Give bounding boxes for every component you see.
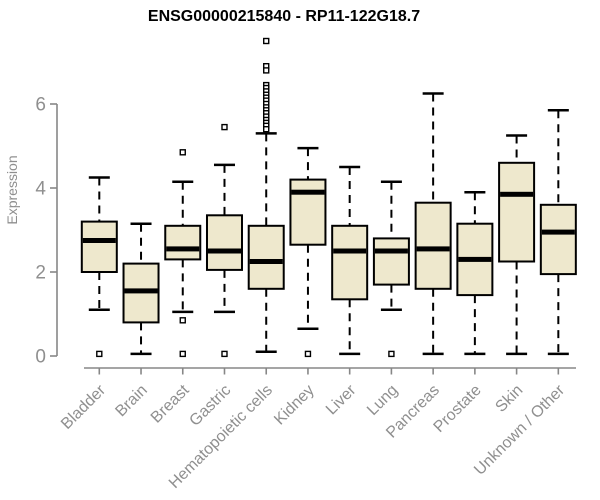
outlier-point (304, 350, 312, 358)
boxes-layer (80, 37, 577, 358)
boxplot-box (498, 134, 536, 356)
outlier-point (388, 350, 395, 358)
median-line (207, 248, 241, 254)
median-line (416, 246, 450, 252)
outlier-point (179, 350, 186, 358)
y-axis-label: Expression (4, 155, 20, 224)
iqr-box (539, 203, 577, 276)
median-line (249, 259, 283, 264)
median-line (82, 238, 116, 243)
iqr-box (372, 237, 410, 286)
iqr-box (247, 224, 285, 290)
iqr-box (331, 224, 369, 301)
iqr-box (414, 201, 452, 290)
outlier-point (263, 37, 270, 45)
outlier-point (221, 123, 228, 131)
median-line (541, 229, 575, 235)
boxplot-box (372, 180, 410, 358)
boxplot-box (122, 222, 160, 356)
boxplot-box (289, 146, 327, 358)
y-tick-label: 4 (35, 179, 46, 200)
outlier-point (221, 350, 228, 358)
boxplot-box (331, 165, 369, 356)
chart-title: ENSG00000215840 - RP11-122G18.7 (148, 8, 420, 25)
boxplot-box (205, 123, 243, 358)
x-tick-label: Breast (148, 381, 193, 426)
x-tick-label: Lung (364, 382, 401, 419)
boxplot-box (414, 92, 452, 356)
boxplot-box (539, 109, 577, 356)
boxplot-box (247, 37, 285, 354)
x-tick-label: Kidney (271, 382, 318, 429)
median-line (500, 191, 534, 197)
median-line (458, 256, 492, 262)
outlier-point (263, 67, 270, 74)
x-tick-label: Bladder (58, 381, 109, 432)
boxplot-box (164, 149, 202, 358)
iqr-box (164, 224, 202, 261)
boxplot-box (80, 176, 118, 358)
x-tick-label: Liver (323, 381, 360, 418)
median-line (291, 189, 325, 195)
x-tick-label: Brain (112, 382, 150, 420)
iqr-box (80, 220, 118, 274)
outlier-point (179, 317, 186, 324)
median-line (124, 288, 158, 294)
median-line (333, 248, 367, 254)
iqr-box (205, 214, 243, 271)
iqr-box (498, 161, 536, 263)
outlier-point (263, 125, 270, 133)
y-axis: 0 2 4 6 (35, 95, 58, 368)
y-tick-label: 6 (35, 95, 46, 116)
y-tick-label: 2 (35, 263, 46, 284)
outlier-point (179, 149, 186, 156)
y-tick-label: 0 (35, 347, 46, 368)
median-line (166, 246, 200, 252)
iqr-box (289, 178, 327, 246)
x-tick-label: Skin (492, 382, 526, 416)
boxplot-box (456, 190, 494, 356)
outlier-point (96, 350, 103, 358)
median-line (374, 248, 408, 254)
